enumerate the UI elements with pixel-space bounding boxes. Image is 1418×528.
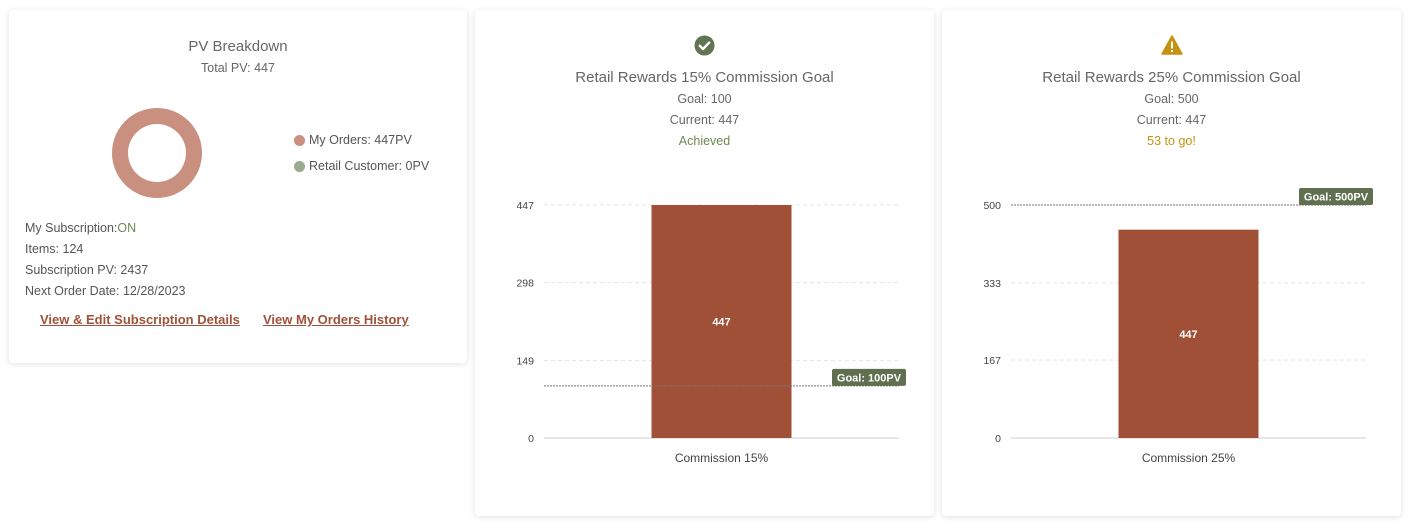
goal-15-current: Current: 447 (669, 113, 740, 127)
next-order-date: Next Order Date: 12/28/2023 (25, 284, 186, 298)
legend-label-my-orders: My Orders: 447PV (309, 133, 412, 147)
goal-15-goal-tag (832, 368, 906, 386)
subscription-status: ON (117, 221, 137, 235)
goal-25-bar-chart: 0 167 333 500 447 Commission 25% Goal: 500PV (983, 188, 1373, 465)
goal-25-bar (1118, 229, 1259, 438)
legend-dot-my-orders (294, 134, 305, 146)
goal-25-status: 53 to go! (1147, 134, 1196, 148)
total-pv: Total PV: 447 (201, 61, 275, 75)
goal-15-bar-chart: 0 149 298 447 447 Commission 15% Goal: 100PV (516, 200, 906, 465)
pv-breakdown-title: PV Breakdown (188, 38, 288, 55)
goal-25-current: Current: 447 (1136, 113, 1207, 127)
goal-25-goal-tag-label: Goal: 500PV (1304, 192, 1369, 204)
view-edit-subscription-link[interactable]: View & Edit Subscription Details (40, 312, 240, 327)
goal-25-bar-value-label: 447 (1179, 329, 1197, 341)
pv-breakdown-card: PV Breakdown Total PV: 447 My Orders: 44… (9, 10, 467, 363)
subscription-label: My Subscription: (25, 221, 118, 235)
legend-label-retail-customer: Retail Customer: 0PV (309, 159, 430, 173)
goal-15-x-category-label: Commission 15% (675, 451, 769, 465)
goal-15-goal-tag-label: Goal: 100PV (837, 372, 902, 384)
legend-retail-customer[interactable]: Retail Customer: 0PV (294, 159, 429, 173)
goal-15-y-tick-label: 447 (516, 200, 534, 212)
goal-25-y-tick-label: 333 (983, 278, 1001, 290)
goal-15-goal: Goal: 100 (677, 92, 732, 106)
goal-15-status: Achieved (678, 134, 731, 148)
goal-25-y-tick-label: 167 (983, 355, 1001, 367)
goal-25-card: Retail Rewards 25% Commission Goal Goal:… (942, 10, 1401, 516)
goal-15-y-tick-label: 149 (516, 355, 534, 367)
goal-15-title: Retail Rewards 15% Commission Goal (575, 69, 834, 86)
goal-25-goal: Goal: 500 (1144, 92, 1199, 106)
goal-15-bar-value-label: 447 (712, 317, 730, 329)
legend-my-orders[interactable]: My Orders: 447PV (294, 133, 412, 147)
goal-15-card: Retail Rewards 15% Commission Goal Goal:… (475, 10, 934, 516)
check-circle-icon (475, 35, 934, 56)
subscription-pv: Subscription PV: 2437 (25, 263, 149, 277)
view-orders-history-link[interactable]: View My Orders History (263, 312, 409, 327)
pv-donut-chart (112, 108, 202, 198)
goal-15-bar (651, 205, 792, 438)
goal-15-y-tick-label: 0 (528, 433, 534, 445)
goal-25-goal-tag (1299, 188, 1373, 205)
goal-25-y-tick-label: 0 (995, 433, 1001, 445)
goal-25-x-category-label: Commission 25% (1142, 451, 1236, 465)
goal-25-title: Retail Rewards 25% Commission Goal (1042, 69, 1301, 86)
warning-icon (942, 35, 1401, 55)
goal-25-y-tick-label: 500 (983, 200, 1001, 212)
subscription-status-row: My Subscription:ON (25, 221, 136, 235)
legend-dot-retail-customer (294, 160, 305, 172)
goal-15-y-tick-label: 298 (516, 278, 534, 290)
items-count: Items: 124 (25, 242, 84, 256)
